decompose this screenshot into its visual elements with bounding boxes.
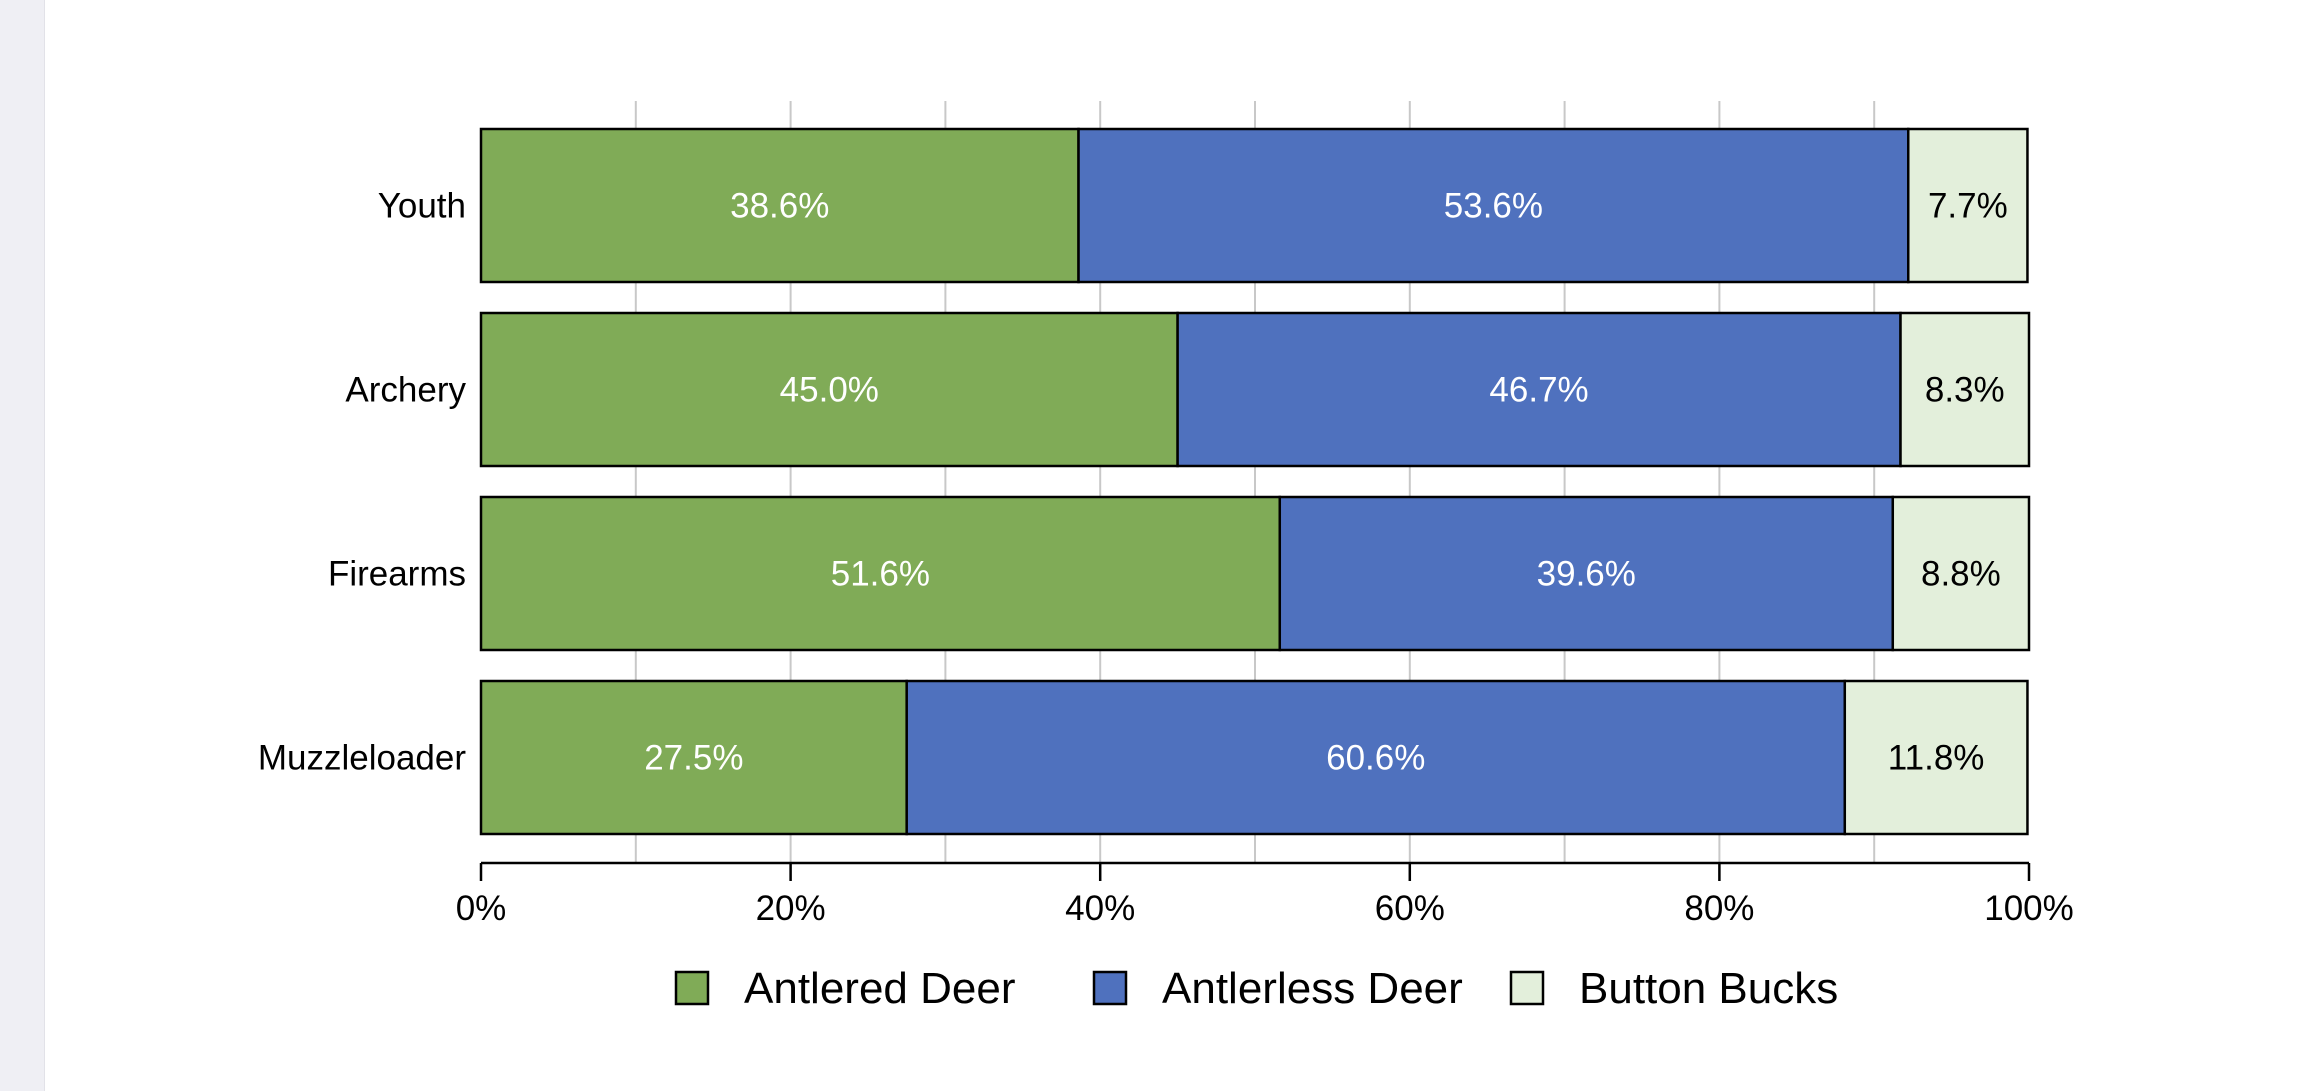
category-labels: Youth Archery Firearms Muzzleloader [258, 187, 467, 778]
x-tick-label-40: 40% [1065, 889, 1135, 928]
bar-archery-button-bucks [1899, 311, 2031, 468]
data-label-youth-antlerless-deer: 53.6% [1444, 187, 1543, 226]
legend-swatch-antlerless-deer [1092, 970, 1128, 1006]
left-margin-strip [0, 0, 45, 1091]
legend-label-antlered-deer: Antlered Deer [744, 964, 1015, 1013]
data-label-firearms-antlered-deer: 51.6% [831, 555, 930, 594]
data-label-muzzleloader-antlerless-deer: 60.6% [1326, 739, 1425, 778]
bar-muzzleloader-antlered-deer [479, 679, 908, 836]
category-label-firearms: Firearms [328, 555, 466, 594]
legend-label-button-bucks: Button Bucks [1579, 964, 1838, 1013]
bar-youth-antlered-deer [479, 127, 1080, 284]
bar-firearms-antlered-deer [479, 495, 1282, 652]
legend: Antlered Deer Antlerless Deer Button Bucks [674, 964, 1838, 1013]
data-label-muzzleloader-antlered-deer: 27.5% [644, 739, 743, 778]
legend-swatch-antlered-deer [674, 970, 710, 1006]
bar-firearms-antlerless-deer [1278, 495, 1895, 652]
x-tick-label-60: 60% [1375, 889, 1445, 928]
data-label-youth-antlered-deer: 38.6% [730, 187, 829, 226]
category-label-muzzleloader: Muzzleloader [258, 739, 466, 778]
category-label-archery: Archery [345, 371, 466, 410]
x-axis: 0% 20% 40% 60% 80% 100% [456, 861, 2074, 928]
bar-youth-button-bucks [1907, 127, 2029, 284]
bars: 38.6% 53.6% 7.7% 45.0% 46.7% 8.3% 51.6% 39.6% 8.… [479, 127, 2031, 836]
data-label-archery-antlered-deer: 45.0% [780, 371, 879, 410]
legend-label-antlerless-deer: Antlerless Deer [1162, 964, 1463, 1013]
bar-muzzleloader-button-bucks [1843, 679, 2029, 836]
data-label-firearms-antlerless-deer: 39.6% [1537, 555, 1636, 594]
data-label-firearms-button-bucks: 8.8% [1921, 555, 2001, 594]
x-tick-label-20: 20% [756, 889, 826, 928]
legend-swatch-button-bucks [1509, 970, 1545, 1006]
x-tick-label-100: 100% [1984, 889, 2074, 928]
data-label-archery-antlerless-deer: 46.7% [1489, 371, 1588, 410]
bar-firearms-button-bucks [1891, 495, 2031, 652]
data-label-muzzleloader-button-bucks: 11.8% [1888, 739, 1985, 778]
bar-youth-antlerless-deer [1077, 127, 1910, 284]
bar-muzzleloader-antlerless-deer [905, 679, 1847, 836]
bar-archery-antlerless-deer [1176, 311, 1902, 468]
data-label-archery-button-bucks: 8.3% [1925, 371, 2005, 410]
data-label-youth-button-bucks: 7.7% [1928, 187, 2008, 226]
x-tick-label-80: 80% [1684, 889, 1754, 928]
category-label-youth: Youth [378, 187, 466, 226]
x-tick-label-0: 0% [456, 889, 507, 928]
